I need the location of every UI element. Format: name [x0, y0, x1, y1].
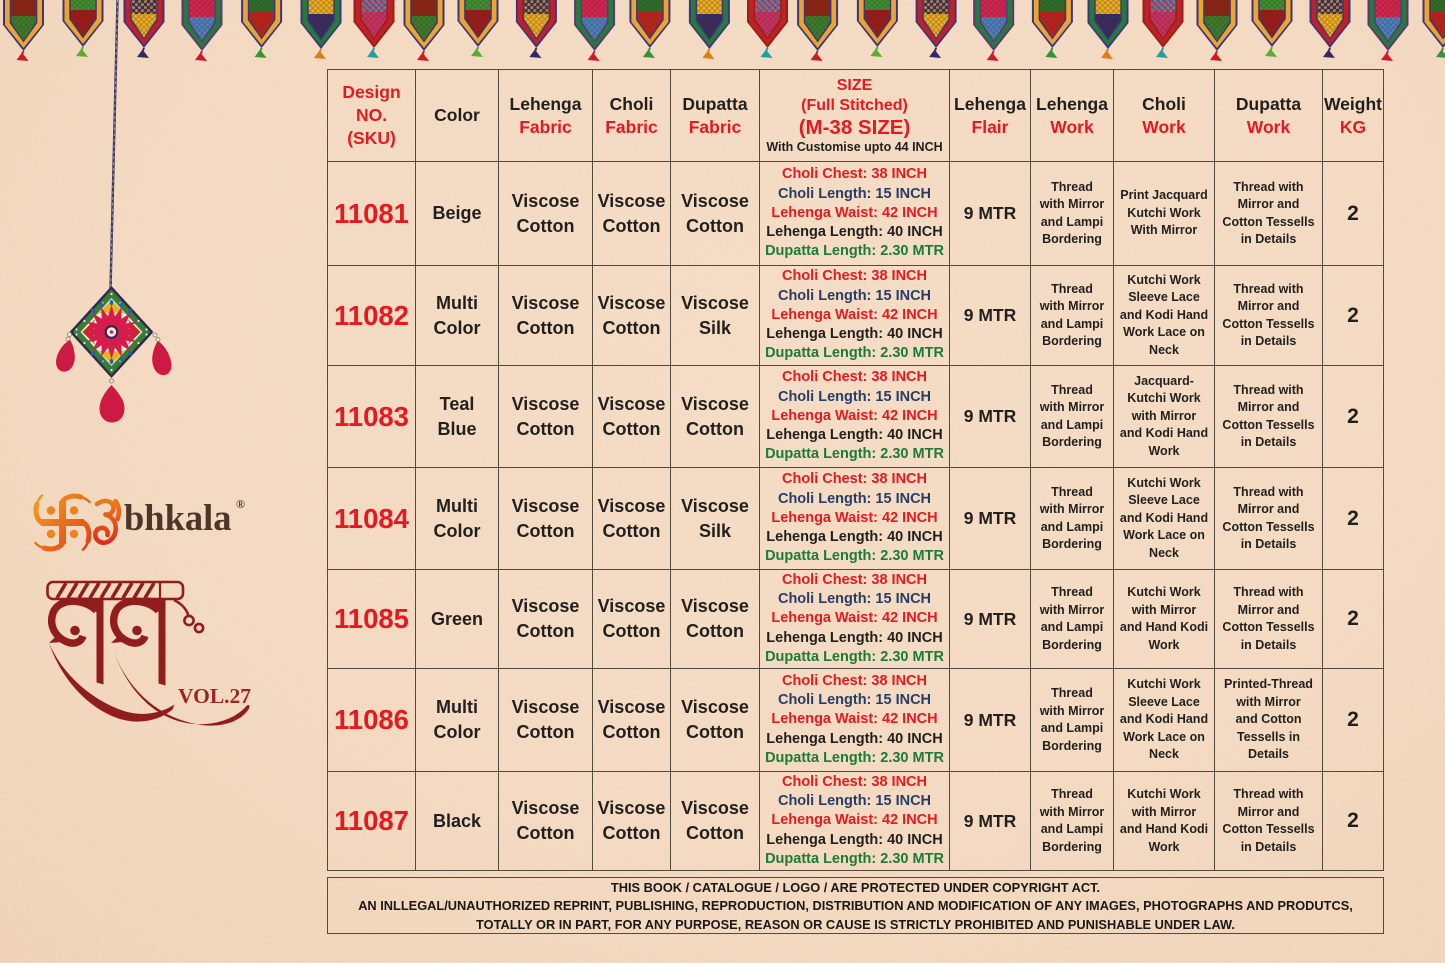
svg-text:®: ®	[236, 497, 245, 511]
svg-text:bhkala: bhkala	[124, 497, 232, 538]
svg-text:VOL.27: VOL.27	[178, 684, 251, 708]
